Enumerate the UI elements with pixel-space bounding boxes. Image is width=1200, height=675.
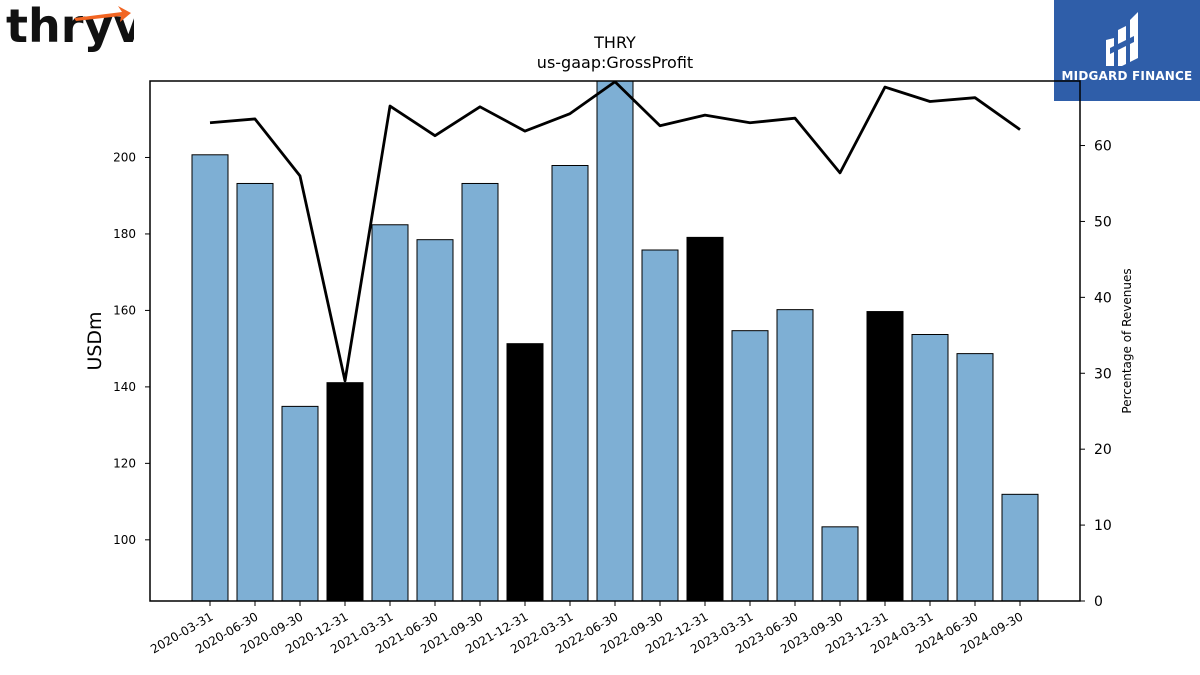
bar-2021-12-31 [506, 343, 544, 601]
y2-tick-label-10: 10 [1094, 518, 1112, 534]
bar-2020-12-31 [326, 382, 364, 601]
bar-2023-06-30 [776, 309, 814, 601]
y-tick-label-140: 140 [113, 380, 136, 394]
y2-tick-label-0: 0 [1094, 594, 1103, 610]
bar-2020-06-30 [236, 182, 274, 601]
y2-tick-label-20: 20 [1094, 442, 1112, 458]
y-tick-label-100: 100 [113, 533, 136, 547]
chart-subtitle: us-gaap:GrossProfit [537, 53, 693, 72]
thryv-logo: thryv [4, 0, 143, 60]
bar-2020-09-30 [281, 405, 319, 601]
bar-2022-09-30 [641, 249, 679, 601]
midgard-finance-logo: MIDGARD FINANCE [1054, 0, 1200, 101]
x-axis: 2020-03-312020-06-302020-09-302020-12-31… [148, 601, 1026, 656]
bar-2021-06-30 [416, 239, 454, 601]
bar-2021-09-30 [461, 182, 499, 601]
logo-mark-stripe [1110, 36, 1134, 54]
bar-2022-06-30 [596, 81, 634, 601]
y-tick-label-200: 200 [113, 150, 136, 164]
y-tick-label-180: 180 [113, 227, 136, 241]
bar-2024-09-30 [1001, 493, 1039, 601]
bar-2024-06-30 [956, 353, 994, 601]
y-axis: 100 120 140 160 180 200 [113, 150, 150, 547]
y2-axis-label: Percentage of Revenues [1120, 268, 1134, 413]
y2-tick-label-30: 30 [1094, 366, 1112, 382]
y2-tick-label-40: 40 [1094, 290, 1112, 306]
bar-2023-09-30 [821, 526, 859, 601]
percentage-of-revenues-line [209, 81, 1021, 383]
y2-axis: 0 10 20 30 40 50 60 [1080, 139, 1112, 610]
bar-2023-03-31 [731, 330, 769, 601]
bar-2024-03-31 [911, 334, 949, 601]
thryv-logo-arrow [74, 6, 131, 22]
bar-2022-03-31 [551, 165, 589, 601]
bar-2021-03-31 [371, 224, 409, 601]
bars-layer [191, 81, 1039, 601]
y-tick-label-120: 120 [113, 456, 136, 470]
y-tick-label-160: 160 [113, 303, 136, 317]
y2-tick-label-60: 60 [1094, 139, 1112, 155]
chart-title: THRY [593, 33, 636, 52]
midgard-finance-brand-text: MIDGARD FINANCE [1061, 69, 1193, 83]
bar-2020-03-31 [191, 154, 229, 601]
line-layer [209, 81, 1021, 383]
bar-2022-12-31 [686, 236, 724, 601]
y2-tick-label-50: 50 [1094, 214, 1112, 230]
bar-2023-12-31 [866, 311, 904, 601]
y-axis-label: USDm [84, 311, 106, 370]
